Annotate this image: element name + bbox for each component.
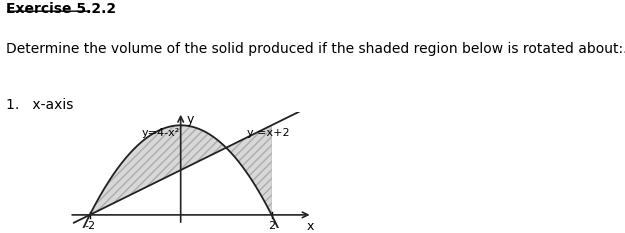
Text: Determine the volume of the solid produced if the shaded region below is rotated: Determine the volume of the solid produc… — [6, 42, 625, 56]
Text: Exercise 5.2.2: Exercise 5.2.2 — [6, 2, 116, 16]
Text: y: y — [187, 113, 194, 126]
Text: 1.   x-axis: 1. x-axis — [6, 98, 74, 112]
Text: y=4-x²: y=4-x² — [142, 128, 180, 138]
Text: -2: -2 — [84, 221, 96, 231]
Text: x: x — [306, 220, 314, 233]
Text: 2: 2 — [268, 221, 275, 231]
Text: y =x+2: y =x+2 — [247, 128, 289, 138]
